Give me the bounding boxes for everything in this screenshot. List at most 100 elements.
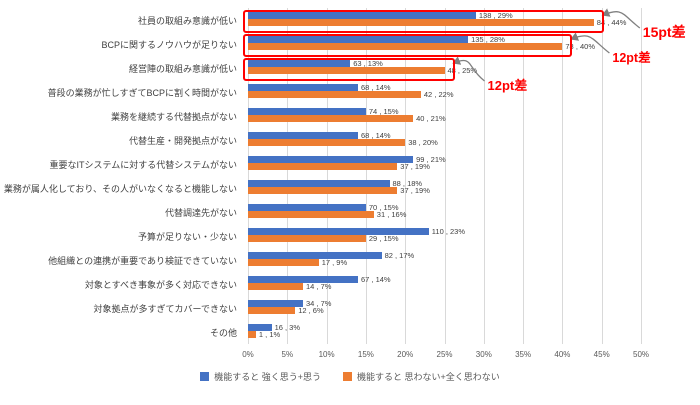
bar-value-label: 37 , 19%: [400, 186, 430, 195]
bar-disagree: [248, 235, 366, 242]
bar-row: 40 , 21%: [248, 115, 641, 122]
bar-row: 68 , 14%: [248, 84, 641, 91]
category-label: 代替生産・開発拠点がない: [128, 135, 237, 146]
category-label: 社員の取組み意識が低い: [137, 15, 237, 26]
category-label: その他: [209, 327, 237, 338]
legend-swatch: [343, 372, 352, 381]
bar-value-label: 40 , 21%: [416, 114, 446, 123]
legend-label: 機能すると 思わない+全く思わない: [357, 372, 500, 382]
category-label: 代替調達先がない: [164, 207, 237, 218]
bar-row: 70 , 15%: [248, 204, 641, 211]
gridline: [601, 8, 603, 344]
bar-row: 12 , 6%: [248, 307, 641, 314]
bar-disagree: [248, 307, 296, 314]
category-label: 経営陣の取組み意識が低い: [128, 63, 237, 74]
legend-item: 機能すると 強く思う+思う: [200, 370, 321, 383]
gridline: [287, 8, 289, 344]
bar-value-label: 138 , 29%: [478, 11, 513, 20]
x-tick-label: 45%: [593, 350, 610, 359]
bar-value-label: 68 , 14%: [361, 131, 391, 140]
x-tick-label: 0%: [242, 350, 254, 359]
bar-disagree: [248, 67, 445, 74]
bar-row: 42 , 22%: [248, 91, 641, 98]
bar-disagree: [248, 115, 414, 122]
bar-row: 68 , 14%: [248, 132, 641, 139]
bar-disagree: [248, 139, 406, 146]
category-label: 他組織との連携が重要であり検証できていない: [48, 255, 237, 266]
bar-value-label: 82 , 17%: [384, 251, 415, 260]
bar-row: 67 , 14%: [248, 276, 641, 283]
x-tick-label: 20%: [397, 350, 414, 359]
bar-value-label: 67 , 14%: [361, 275, 391, 284]
bar-value-label: 99 , 21%: [416, 155, 446, 164]
bar-disagree: [248, 163, 398, 170]
bar-value-label: 37 , 19%: [400, 162, 430, 171]
bar-disagree: [248, 331, 256, 338]
bar-row: 14 , 7%: [248, 283, 641, 290]
highlight-box: [243, 58, 455, 81]
bar-value-label: 110 , 23%: [431, 227, 466, 236]
gridline: [405, 8, 407, 344]
annotation-label: 12pt差: [612, 51, 651, 65]
bar-row: 16 , 3%: [248, 324, 641, 331]
bar-row: 138 , 29%: [248, 12, 641, 19]
bar-value-label: 70 , 15%: [368, 203, 399, 212]
bar-value-label: 135 , 28%: [471, 35, 505, 44]
x-tick-label: 5%: [281, 350, 294, 359]
gridline: [483, 8, 485, 344]
category-label: 対象とすべき事象が多く対応できない: [84, 279, 237, 290]
category-label: 重要なITシステムに対する代替システムがない: [49, 159, 237, 170]
bar-row: 74 , 15%: [248, 108, 641, 115]
x-tick-label: 15%: [357, 350, 374, 359]
bar-agree: [248, 276, 358, 283]
category-label: 業務を継続する代替拠点がない: [110, 111, 237, 122]
x-tick-label: 30%: [475, 350, 492, 359]
bar-agree: [248, 132, 358, 139]
bar-row: 88 , 18%: [248, 180, 641, 187]
bar-row: 110 , 23%: [248, 228, 641, 235]
gridline: [562, 8, 564, 344]
x-tick-label: 50%: [632, 350, 650, 359]
bar-value-label: 31 , 16%: [376, 210, 407, 219]
plot-area: 138 , 29% 84 , 44% 135 , 28% 78 , 40% 63 , 1…: [248, 8, 642, 344]
bar-disagree: [248, 43, 563, 50]
bar-agree: [248, 180, 390, 187]
bar-disagree: [248, 19, 594, 26]
bar-row: 1 , 1%: [248, 331, 641, 338]
bar-value-label: 88 , 18%: [392, 179, 423, 188]
bar-disagree: [248, 187, 398, 194]
category-label: 予算が足りない・少ない: [137, 231, 237, 242]
category-label: 対象拠点が多すぎてカバーできない: [93, 303, 237, 314]
x-tick-label: 35%: [515, 350, 532, 359]
annotation-label: 15pt差: [642, 24, 686, 40]
bar-row: 63 , 13%: [248, 60, 641, 67]
bar-row: 135 , 28%: [248, 36, 641, 43]
x-tick-label: 10%: [318, 350, 335, 359]
bar-agree: [248, 228, 429, 235]
gridline: [641, 8, 642, 344]
x-axis: 0% 5% 10% 15% 20% 25% 30% 35% 40% 45% 50%: [242, 350, 649, 362]
bar-value-label: 29 , 15%: [368, 234, 399, 243]
category-axis: 社員の取組み意識が低い BCPに関するノウハウが足りない 経営陣の取組み意識が低い普…: [0, 8, 243, 344]
highlight-box: [243, 34, 573, 57]
legend-label: 機能すると 強く思う+思う: [214, 372, 321, 382]
bar-value-label: 14 , 7%: [306, 282, 332, 291]
bar-value-label: 63 , 13%: [353, 59, 383, 68]
bar-value-label: 74 , 15%: [368, 107, 399, 116]
bar-row: 99 , 21%: [248, 156, 641, 163]
bar-value-label: 34 , 7%: [306, 299, 332, 308]
bar-agree: [248, 84, 358, 91]
bar-disagree: [248, 211, 374, 218]
gridline: [523, 8, 525, 344]
bar-row: 82 , 17%: [248, 252, 641, 259]
x-tick-label: 25%: [436, 350, 453, 359]
bar-value-label: 12 , 6%: [298, 306, 324, 315]
bar-agree: [248, 252, 382, 259]
bar-disagree: [248, 91, 421, 98]
annotation-label: 12pt差: [487, 78, 528, 93]
bar-agree: [248, 36, 469, 43]
bar-row: 37 , 19%: [248, 163, 641, 170]
bar-agree: [248, 300, 303, 307]
bar-row: 38 , 20%: [248, 139, 641, 146]
